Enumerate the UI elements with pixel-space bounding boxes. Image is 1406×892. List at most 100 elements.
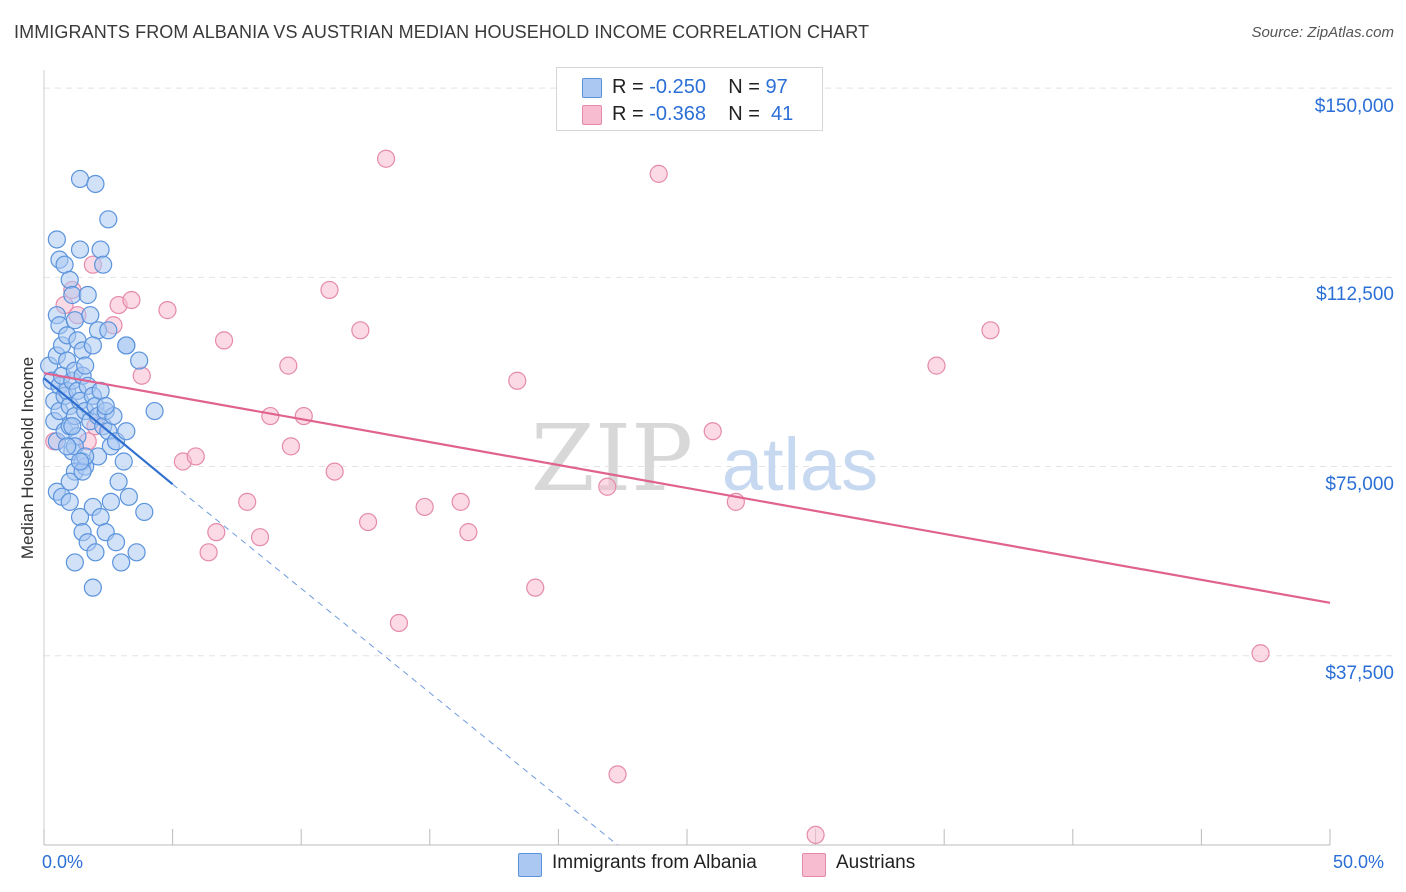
- point-albania-85: [60, 472, 79, 491]
- point-albania-78: [106, 533, 126, 552]
- point-albania-51: [78, 285, 97, 305]
- point-austrians-22: [294, 406, 313, 426]
- point-albania-48: [65, 311, 84, 330]
- x-tick-label-min: 0.0%: [42, 852, 84, 872]
- legend-r-value-1: -0.250: [649, 76, 706, 98]
- point-albania-84: [83, 578, 102, 597]
- point-austrians-19: [261, 406, 280, 426]
- point-albania-68: [60, 492, 79, 511]
- trend-lines: [43, 372, 1331, 846]
- source-label: Source: ZipAtlas.com: [1251, 24, 1394, 41]
- legend-r-value-2: -0.368: [649, 103, 706, 125]
- bottom-legend-swatch-austrians: [802, 853, 826, 877]
- legend-swatch-albania: [582, 78, 602, 98]
- point-albania-42: [55, 255, 74, 274]
- point-albania-81: [127, 543, 146, 562]
- point-austrians-32: [508, 371, 527, 390]
- point-albania-83: [65, 553, 84, 572]
- trend-line-albania-extension: [172, 483, 618, 846]
- point-austrians-39: [806, 825, 825, 845]
- y-tick-label-0: $37,500: [1325, 662, 1394, 684]
- point-austrians-14: [199, 543, 218, 562]
- point-austrians-17: [238, 492, 257, 511]
- legend-n-value-1: 97: [765, 76, 788, 98]
- point-austrians-29: [415, 497, 434, 517]
- point-austrians-41: [981, 321, 1000, 340]
- point-austrians-30: [451, 492, 470, 511]
- point-albania-80: [119, 487, 138, 506]
- point-austrians-27: [376, 149, 396, 168]
- point-austrians-23: [320, 280, 339, 300]
- point-albania-92: [117, 422, 136, 441]
- point-albania-40: [47, 230, 66, 249]
- point-austrians-40: [927, 356, 946, 375]
- point-austrians-21: [281, 437, 301, 456]
- point-austrians-9: [122, 290, 141, 310]
- point-albania-57: [99, 321, 118, 340]
- y-tick-label-1: $75,000: [1325, 473, 1394, 495]
- point-albania-64: [83, 336, 102, 355]
- axes: [43, 70, 1331, 846]
- watermark-atlas: atlas: [722, 423, 878, 506]
- legend-n-value-2: 41: [771, 103, 794, 125]
- point-albania-61: [86, 174, 105, 194]
- point-albania-52: [81, 306, 100, 325]
- point-albania-91: [96, 396, 115, 416]
- point-austrians-35: [608, 765, 627, 784]
- point-albania-93: [58, 437, 77, 456]
- legend-r-label-2: R =: [612, 103, 644, 125]
- point-austrians-11: [158, 301, 177, 320]
- legend-r-label-1: R =: [612, 76, 644, 98]
- correlation-legend: R = -0.250 N = 97 R = -0.368 N = 41: [556, 67, 823, 131]
- grid-lines: [44, 87, 1395, 657]
- point-albania-44: [63, 285, 82, 305]
- point-austrians-26: [358, 512, 378, 532]
- legend-n-label-2: N =: [728, 103, 760, 125]
- trend-line-albania: [43, 377, 174, 486]
- point-austrians-34: [598, 477, 617, 496]
- point-austrians-13: [186, 447, 205, 466]
- point-albania-56: [70, 240, 90, 259]
- point-albania-74: [86, 543, 105, 562]
- point-austrians-16: [214, 331, 234, 350]
- point-austrians-31: [459, 523, 478, 542]
- point-albania-77: [101, 492, 120, 511]
- bottom-legend-label-austrians: Austrians: [836, 852, 916, 873]
- point-albania-94: [63, 417, 82, 436]
- point-albania-96: [70, 452, 90, 471]
- bottom-legend-label-albania: Immigrants from Albania: [552, 852, 757, 873]
- point-albania-82: [135, 502, 154, 522]
- chart-title: IMMIGRANTS FROM ALBANIA VS AUSTRIAN MEDI…: [14, 22, 870, 42]
- point-austrians-36: [649, 164, 668, 183]
- point-albania-39: [114, 452, 133, 471]
- point-albania-95: [145, 401, 164, 421]
- point-austrians-37: [703, 422, 722, 441]
- point-austrians-15: [207, 523, 226, 542]
- point-albania-55: [94, 255, 113, 274]
- point-austrians-20: [279, 356, 298, 375]
- point-albania-62: [99, 210, 118, 229]
- point-albania-79: [112, 553, 131, 572]
- point-albania-75: [91, 507, 110, 527]
- point-austrians-18: [250, 528, 270, 547]
- watermark-zip: ZIP: [531, 405, 693, 512]
- point-albania-38: [109, 472, 128, 491]
- point-albania-65: [117, 336, 136, 355]
- y-tick-label-3: $150,000: [1314, 96, 1394, 118]
- legend-swatch-austrians: [582, 105, 602, 125]
- point-albania-59: [130, 351, 149, 370]
- watermark: ZIP atlas: [531, 405, 878, 512]
- point-austrians-24: [325, 462, 344, 481]
- bottom-legend-swatch-albania: [518, 853, 542, 877]
- point-albania-43: [60, 270, 79, 289]
- trend-line-austrians: [43, 372, 1331, 604]
- point-austrians-10: [132, 366, 151, 385]
- point-albania-60: [70, 169, 90, 189]
- point-austrians-25: [351, 321, 370, 340]
- point-albania-54: [91, 240, 110, 259]
- point-albania-63: [76, 356, 95, 375]
- x-tick-label-max: 50.0%: [1333, 852, 1385, 872]
- point-austrians-28: [389, 613, 409, 633]
- point-austrians-42: [1251, 644, 1270, 663]
